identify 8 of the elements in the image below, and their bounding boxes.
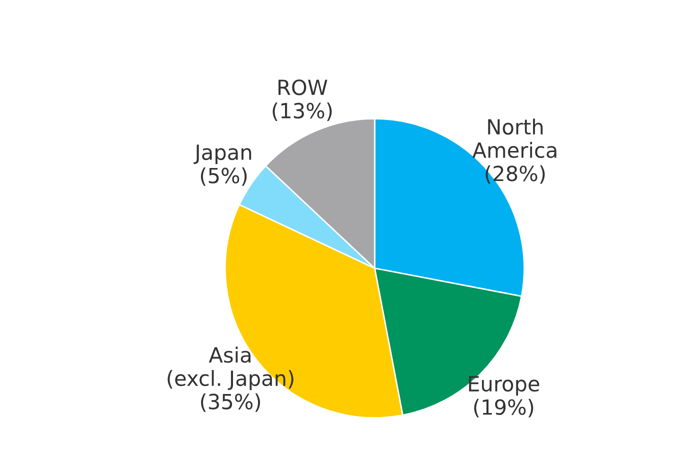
data-label: (5%) — [200, 167, 247, 186]
data-label: (35%) — [201, 393, 260, 412]
slice-label: North America — [472, 118, 556, 158]
slice-label: Europe — [469, 376, 540, 396]
data-label: (19%) — [474, 398, 534, 418]
slice-label: ROW — [278, 79, 328, 96]
slice-label: Japan — [194, 144, 252, 164]
data-label: (13%) — [272, 102, 332, 121]
